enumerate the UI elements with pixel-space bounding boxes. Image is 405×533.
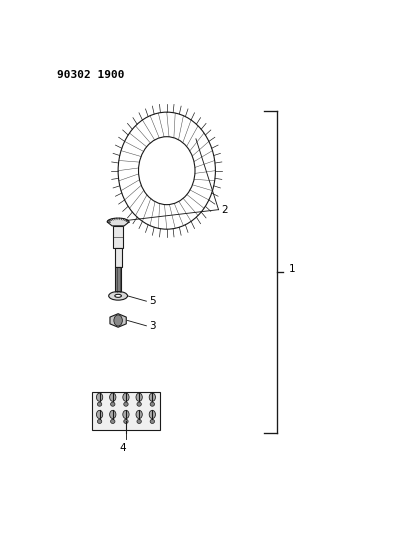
Ellipse shape — [109, 292, 128, 300]
Circle shape — [136, 393, 142, 401]
Ellipse shape — [124, 402, 128, 406]
Text: 3: 3 — [149, 321, 156, 331]
Circle shape — [110, 393, 116, 401]
Ellipse shape — [111, 419, 115, 424]
Circle shape — [110, 410, 116, 418]
FancyBboxPatch shape — [115, 267, 121, 292]
Text: 90302 1900: 90302 1900 — [57, 70, 124, 80]
Ellipse shape — [97, 419, 102, 424]
Circle shape — [149, 410, 156, 418]
Text: 5: 5 — [149, 296, 156, 306]
Circle shape — [114, 315, 122, 326]
Text: 1: 1 — [289, 264, 296, 274]
Polygon shape — [107, 218, 129, 226]
FancyBboxPatch shape — [116, 292, 120, 298]
Ellipse shape — [111, 402, 115, 406]
Text: 4: 4 — [119, 443, 126, 453]
FancyBboxPatch shape — [113, 226, 123, 248]
FancyBboxPatch shape — [92, 392, 160, 430]
Circle shape — [149, 393, 156, 401]
Ellipse shape — [150, 402, 155, 406]
Circle shape — [123, 393, 129, 401]
Circle shape — [96, 410, 103, 418]
FancyBboxPatch shape — [115, 248, 122, 267]
Ellipse shape — [137, 419, 141, 424]
Text: 2: 2 — [222, 205, 228, 215]
Ellipse shape — [124, 419, 128, 424]
Circle shape — [123, 410, 129, 418]
Circle shape — [136, 410, 142, 418]
Polygon shape — [110, 314, 126, 327]
Ellipse shape — [137, 402, 141, 406]
Circle shape — [96, 393, 103, 401]
Ellipse shape — [115, 294, 122, 297]
Ellipse shape — [97, 402, 102, 406]
Ellipse shape — [150, 419, 155, 424]
